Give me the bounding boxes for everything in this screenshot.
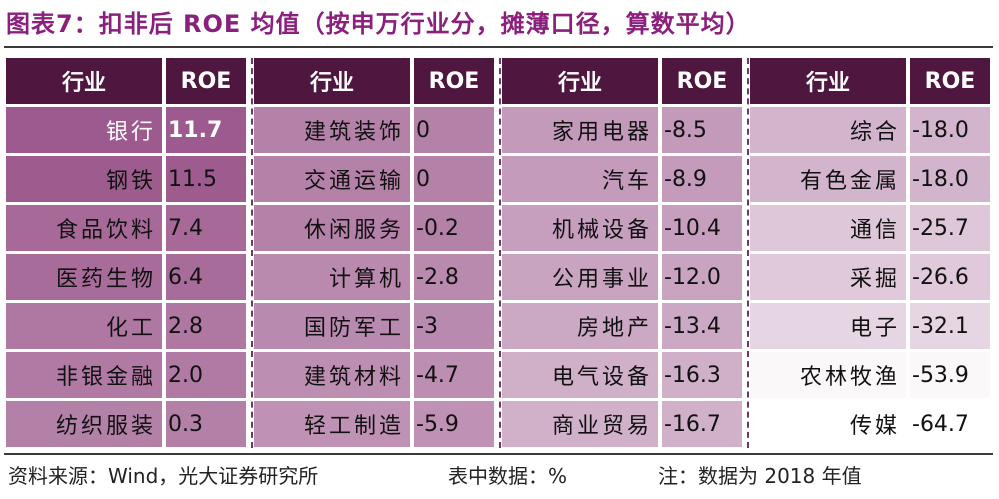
header-roe: ROE <box>414 58 494 104</box>
roe-value-cell: 0.3 <box>166 401 246 447</box>
footer: 资料来源：Wind，光大证券研究所 表中数据：% 注：数据为 2018 年值 <box>8 461 862 491</box>
header-industry: 行业 <box>6 58 162 104</box>
roe-value-cell: -64.7 <box>910 401 990 447</box>
industry-cell: 化工 <box>6 303 162 349</box>
industry-cell: 钢铁 <box>6 156 162 202</box>
industry-cell: 计算机 <box>254 254 410 300</box>
industry-cell: 建筑材料 <box>254 352 410 398</box>
roe-value-cell: -8.5 <box>662 107 742 153</box>
industry-cell: 通信 <box>750 205 906 251</box>
roe-value-cell: -16.7 <box>662 401 742 447</box>
industry-cell: 公用事业 <box>502 254 658 300</box>
industry-cell: 国防军工 <box>254 303 410 349</box>
industry-cell: 交通运输 <box>254 156 410 202</box>
header-roe: ROE <box>166 58 246 104</box>
industry-cell: 机械设备 <box>502 205 658 251</box>
group-separator <box>747 58 749 448</box>
roe-value-cell: -12.0 <box>662 254 742 300</box>
industry-cell: 电子 <box>750 303 906 349</box>
industry-cell: 休闲服务 <box>254 205 410 251</box>
header-industry: 行业 <box>254 58 410 104</box>
group-separator <box>251 58 253 448</box>
roe-table: 行业 ROE 银行 11.7 钢铁 11.5 食品饮料 7.4 医药生物 6.4 化工 2.8 非银金融… <box>0 58 999 448</box>
industry-cell: 房地产 <box>502 303 658 349</box>
industry-cell: 轻工制造 <box>254 401 410 447</box>
roe-value-cell: 2.0 <box>166 352 246 398</box>
industry-cell: 电气设备 <box>502 352 658 398</box>
group-separator <box>499 58 501 448</box>
roe-value-cell: 6.4 <box>166 254 246 300</box>
footer-rule <box>4 453 993 455</box>
unit-note: 表中数据：% <box>448 464 568 488</box>
industry-cell: 汽车 <box>502 156 658 202</box>
roe-value-cell: -8.9 <box>662 156 742 202</box>
roe-value-cell: 11.5 <box>166 156 246 202</box>
industry-cell: 综合 <box>750 107 906 153</box>
header-industry: 行业 <box>502 58 658 104</box>
header-industry: 行业 <box>750 58 906 104</box>
roe-value-cell: -25.7 <box>910 205 990 251</box>
roe-value-cell: -16.3 <box>662 352 742 398</box>
header-roe: ROE <box>662 58 742 104</box>
year-note: 注：数据为 2018 年值 <box>658 464 862 488</box>
figure-title: 图表7：扣非后 ROE 均值（按申万行业分，摊薄口径，算数平均） <box>6 10 751 38</box>
roe-value-cell: -18.0 <box>910 156 990 202</box>
roe-value-cell: 11.7 <box>166 107 246 153</box>
industry-cell: 传媒 <box>750 401 906 447</box>
industry-cell: 商业贸易 <box>502 401 658 447</box>
roe-value-cell: -5.9 <box>414 401 494 447</box>
industry-cell: 银行 <box>6 107 162 153</box>
roe-value-cell: 0 <box>414 107 494 153</box>
roe-value-cell: -3 <box>414 303 494 349</box>
roe-value-cell: 7.4 <box>166 205 246 251</box>
industry-cell: 家用电器 <box>502 107 658 153</box>
industry-cell: 医药生物 <box>6 254 162 300</box>
industry-cell: 非银金融 <box>6 352 162 398</box>
roe-value-cell: -26.6 <box>910 254 990 300</box>
industry-cell: 农林牧渔 <box>750 352 906 398</box>
roe-value-cell: -18.0 <box>910 107 990 153</box>
roe-value-cell: -53.9 <box>910 352 990 398</box>
roe-value-cell: -32.1 <box>910 303 990 349</box>
title-rule <box>4 46 993 48</box>
roe-value-cell: -0.2 <box>414 205 494 251</box>
industry-cell: 纺织服装 <box>6 401 162 447</box>
roe-value-cell: -13.4 <box>662 303 742 349</box>
roe-value-cell: 0 <box>414 156 494 202</box>
roe-value-cell: -4.7 <box>414 352 494 398</box>
industry-cell: 有色金属 <box>750 156 906 202</box>
source-note: 资料来源：Wind，光大证券研究所 <box>8 464 319 488</box>
roe-value-cell: -2.8 <box>414 254 494 300</box>
industry-cell: 建筑装饰 <box>254 107 410 153</box>
roe-value-cell: -10.4 <box>662 205 742 251</box>
industry-cell: 采掘 <box>750 254 906 300</box>
roe-value-cell: 2.8 <box>166 303 246 349</box>
header-roe: ROE <box>910 58 990 104</box>
industry-cell: 食品饮料 <box>6 205 162 251</box>
